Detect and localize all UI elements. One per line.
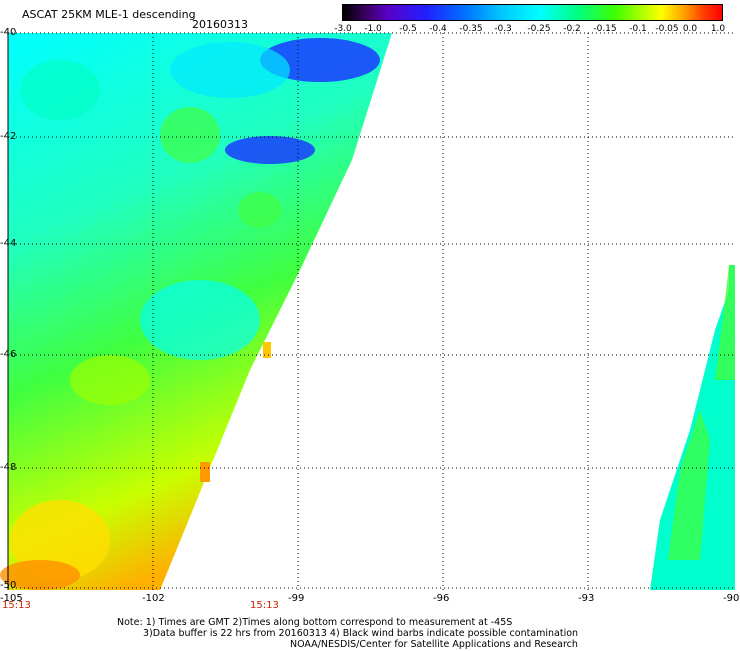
lat-label: -42 xyxy=(0,131,17,142)
colorbar-tick: 1.0 xyxy=(710,24,726,34)
lon-label: -102 xyxy=(142,593,165,604)
lat-label: -50 xyxy=(0,580,17,591)
colorbar-tick: -0.5 xyxy=(399,24,417,34)
time-label: 15:13 xyxy=(250,600,279,611)
colorbar xyxy=(342,4,723,21)
swath-blob xyxy=(238,192,282,228)
lon-label: -105 xyxy=(0,593,23,604)
colorbar-tick: -1.0 xyxy=(364,24,382,34)
colorbar-tick: -0.2 xyxy=(563,24,581,34)
swath-blob xyxy=(170,42,290,98)
footer-note: 3)Data buffer is 22 hrs from 20160313 4)… xyxy=(143,628,579,639)
colorbar-tick: -3.0 xyxy=(334,24,352,34)
lon-label: -99 xyxy=(288,593,305,604)
colorbar-tick-labels: -3.0 -1.0 -0.5 -0.4 -0.35 -0.3 -0.25 -0.… xyxy=(0,24,740,36)
product-title: ASCAT 25KM MLE-1 descending xyxy=(22,8,196,21)
colorbar-tick: -0.1 xyxy=(629,24,647,34)
swath-pixel xyxy=(200,462,210,482)
colorbar-tick: -0.25 xyxy=(527,24,551,34)
graticule xyxy=(8,32,735,590)
lat-label: -46 xyxy=(0,349,17,360)
lon-label: -90 xyxy=(723,593,740,604)
swath-blob xyxy=(140,280,260,360)
footer-note: Note: 1) Times are GMT 2)Times along bot… xyxy=(117,617,513,628)
lat-label: -44 xyxy=(0,238,17,249)
swath-right-green xyxy=(668,410,710,560)
swath-blob xyxy=(0,560,80,590)
lon-label: -96 xyxy=(433,593,450,604)
swath-blob xyxy=(225,136,315,164)
lon-label: -93 xyxy=(578,593,595,604)
swath-pixel xyxy=(263,342,271,358)
swath-right xyxy=(650,265,735,590)
colorbar-tick: -0.3 xyxy=(494,24,512,34)
swath-blob xyxy=(160,107,220,163)
swath-blob xyxy=(70,355,150,405)
colorbar-tick: 0.0 xyxy=(682,24,698,34)
swath-blob xyxy=(260,38,380,82)
time-label: 15:13 xyxy=(2,600,31,611)
colorbar-tick: -0.05 xyxy=(655,24,679,34)
product-date: 20160313 xyxy=(192,18,248,31)
footer-credit: NOAA/NESDIS/Center for Satellite Applica… xyxy=(290,639,578,650)
swath-blob xyxy=(10,500,110,580)
swath-right-green xyxy=(715,265,735,380)
colorbar-tick: -0.35 xyxy=(459,24,483,34)
colorbar-tick: -0.15 xyxy=(593,24,617,34)
swath-blob xyxy=(20,60,100,120)
lat-label: -40 xyxy=(0,27,17,38)
lat-label: -48 xyxy=(0,462,17,473)
colorbar-tick: -0.4 xyxy=(429,24,447,34)
